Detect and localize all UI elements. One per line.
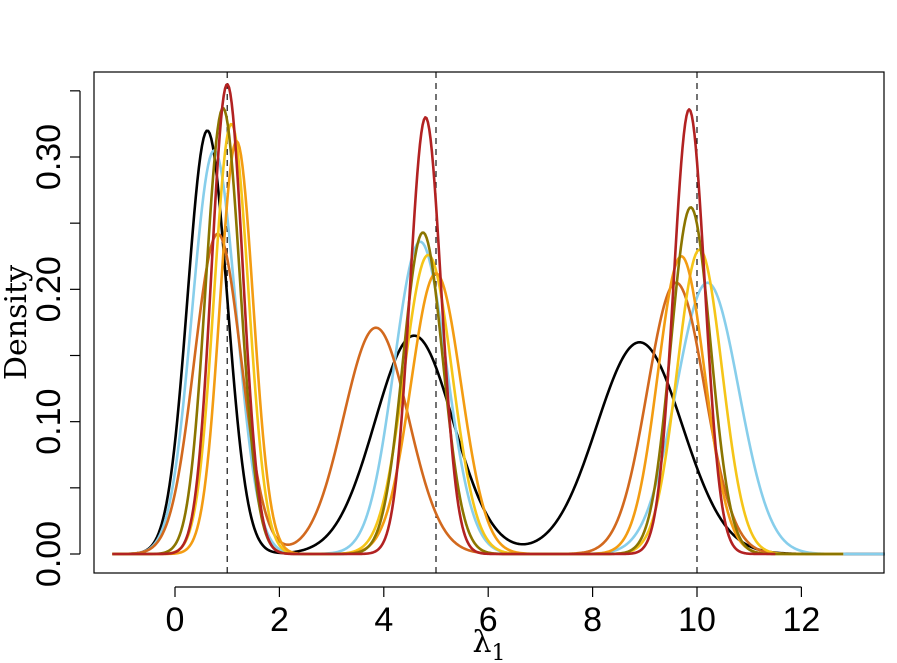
- y-tick-label: 0.30: [30, 124, 68, 190]
- x-tick-label: 0: [166, 601, 185, 639]
- y-axis-title: Density: [0, 265, 34, 380]
- x-tick-label: 12: [782, 601, 820, 639]
- x-axis-title-subscript: 1: [492, 641, 506, 663]
- reference-lines: [226, 72, 698, 573]
- density-curve-7: [112, 83, 776, 556]
- x-axis: 0 2 4 6 8 10 12: [166, 586, 820, 639]
- density-curve-3: [112, 232, 776, 556]
- x-axis-title: λ1: [472, 625, 505, 663]
- y-tick-label: 0.10: [30, 389, 68, 455]
- density-curve-2: [112, 149, 885, 556]
- x-tick-label: 10: [678, 601, 716, 639]
- density-curve-6: [112, 106, 844, 556]
- x-axis-title-symbol: λ: [472, 625, 491, 660]
- density-curves: [112, 83, 885, 556]
- y-tick-label: 0.20: [30, 256, 68, 322]
- x-tick-label: 6: [479, 601, 498, 639]
- x-tick-label: 8: [583, 601, 602, 639]
- y-axis: 0.00 0.10 0.20 0.30: [30, 90, 81, 587]
- y-tick-label: 0.00: [30, 521, 68, 587]
- plot-frame: [93, 71, 885, 574]
- x-tick-label: 2: [270, 601, 289, 639]
- x-tick-label: 4: [374, 601, 393, 639]
- density-curve-5: [112, 139, 844, 556]
